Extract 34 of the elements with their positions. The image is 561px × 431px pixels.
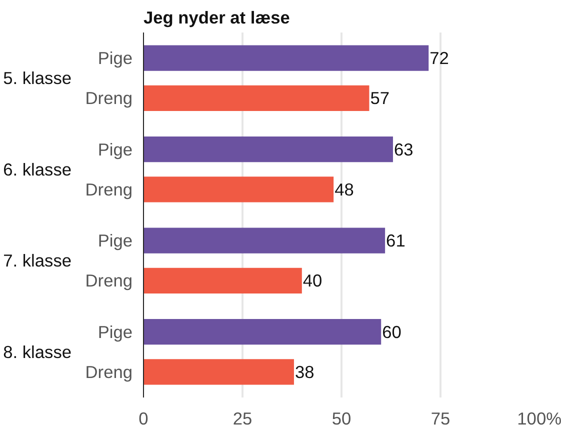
x-tick-label: 0 bbox=[138, 408, 148, 428]
series-label: Pige bbox=[98, 48, 133, 68]
text: Dreng bbox=[85, 362, 133, 382]
text: Pige bbox=[98, 230, 133, 251]
data-label: 72 bbox=[430, 48, 449, 68]
y-tick-label: 8. klasse bbox=[3, 342, 72, 362]
text: Pige bbox=[98, 322, 133, 342]
bar bbox=[144, 319, 382, 345]
data-label: 63 bbox=[394, 139, 414, 160]
bar bbox=[144, 136, 393, 162]
x-tick-label: 25 bbox=[232, 408, 252, 428]
bar bbox=[144, 268, 302, 294]
text: Dreng bbox=[85, 270, 133, 291]
y-tick-label: 6. klasse bbox=[3, 159, 72, 180]
bar bbox=[144, 45, 429, 71]
text: Dreng bbox=[85, 179, 133, 200]
x-tick-label: 100% bbox=[517, 408, 561, 428]
chart-title: Jeg nyder at læse bbox=[144, 8, 290, 28]
data-label: 38 bbox=[294, 362, 314, 382]
y-tick-label: 7. klasse bbox=[3, 250, 72, 271]
x-tick-label: 50 bbox=[332, 408, 352, 428]
bar bbox=[144, 85, 370, 111]
text: Pige bbox=[98, 139, 133, 160]
data-label: 48 bbox=[334, 179, 354, 200]
data-label: 60 bbox=[382, 322, 402, 342]
data-label: 61 bbox=[386, 230, 406, 251]
bar bbox=[144, 359, 294, 385]
bar bbox=[144, 176, 334, 202]
bar bbox=[144, 228, 386, 254]
x-tick-label: 75 bbox=[430, 408, 450, 428]
data-label: 40 bbox=[302, 270, 322, 291]
series-label: Dreng bbox=[85, 88, 133, 108]
data-label: 57 bbox=[370, 88, 390, 108]
y-tick-label: 5. klasse bbox=[3, 68, 72, 88]
